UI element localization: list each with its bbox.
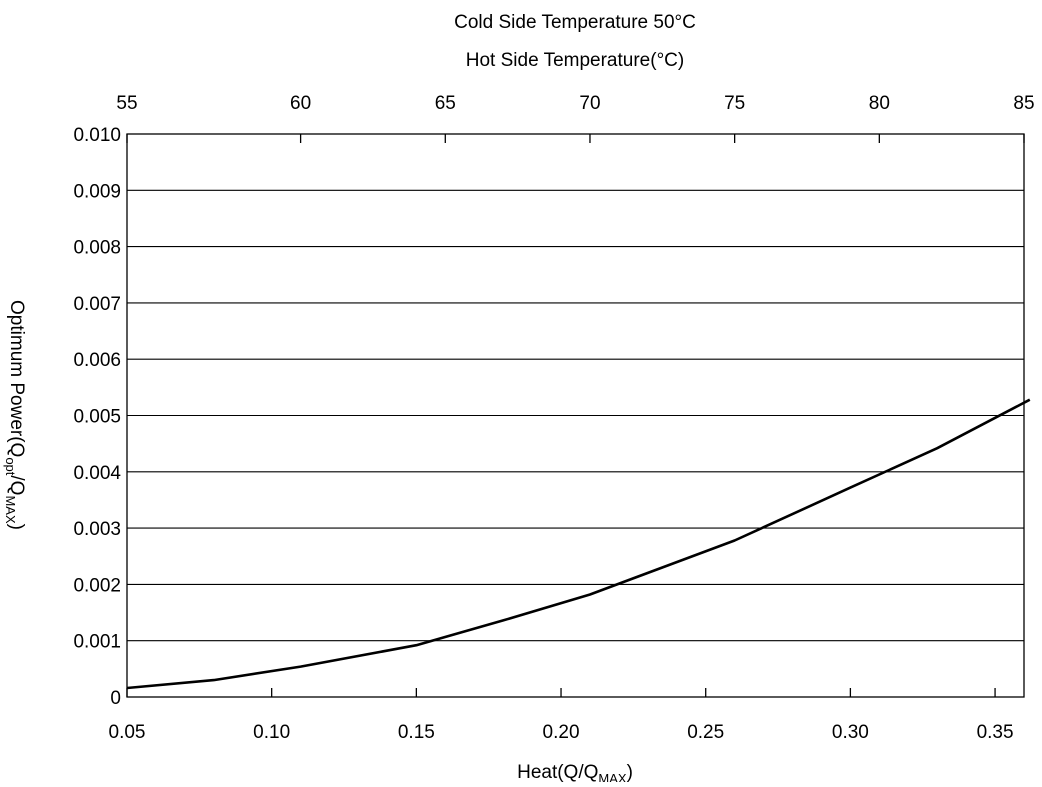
x-axis-title: Heat(Q/QMAX) — [517, 762, 633, 782]
y-tick-label: 0.007 — [73, 294, 121, 315]
x-tick-label: 0.20 — [543, 722, 580, 743]
y-tick-label: 0.008 — [73, 238, 121, 259]
x-tick-label: 0.15 — [398, 722, 435, 743]
y-axis-ticks: 0 0.001 0.002 0.003 0.004 0.005 0.006 0.007 0.00… — [73, 125, 121, 709]
top-tick-label: 75 — [724, 93, 745, 114]
x-tick-label: 0.30 — [832, 722, 869, 743]
series-line — [126, 398, 1031, 690]
y-tick-label: 0.010 — [73, 125, 121, 146]
y-tick-label: 0.001 — [73, 632, 121, 653]
y-axis-title: Optimum Power(Qopt/QMAX) — [3, 300, 27, 530]
y-tick-label: 0.009 — [73, 181, 121, 202]
y-tick-label: 0.004 — [73, 463, 121, 484]
top-tick-label: 70 — [579, 93, 600, 114]
y-tick-label: 0.002 — [73, 575, 121, 596]
gridlines — [127, 189, 1024, 642]
top-axis-title: Hot Side Temperature(°C) — [466, 50, 684, 71]
x-tick-label: 0.05 — [109, 722, 146, 743]
series-group — [126, 398, 1031, 690]
y-tick-label: 0.005 — [73, 407, 121, 428]
y-tick-label: 0 — [110, 688, 121, 709]
x-tick-label: 0.10 — [253, 722, 290, 743]
x-axis-ticks: 0.05 0.10 0.15 0.20 0.25 0.30 0.35 — [109, 688, 1014, 743]
top-axis-ticks: 55 60 65 70 75 80 85 — [116, 93, 1035, 143]
top-tick-label: 80 — [869, 93, 890, 114]
y-tick-label: 0.003 — [73, 519, 121, 540]
chart-title: Cold Side Temperature 50°C — [454, 12, 696, 33]
top-tick-label: 65 — [435, 93, 456, 114]
x-tick-label: 0.25 — [687, 722, 724, 743]
plot-frame — [126, 133, 1025, 698]
y-tick-label: 0.006 — [73, 350, 121, 371]
top-tick-label: 60 — [290, 93, 311, 114]
top-tick-label: 55 — [116, 93, 137, 114]
x-tick-label: 0.35 — [977, 722, 1014, 743]
top-tick-label: 85 — [1013, 93, 1034, 114]
